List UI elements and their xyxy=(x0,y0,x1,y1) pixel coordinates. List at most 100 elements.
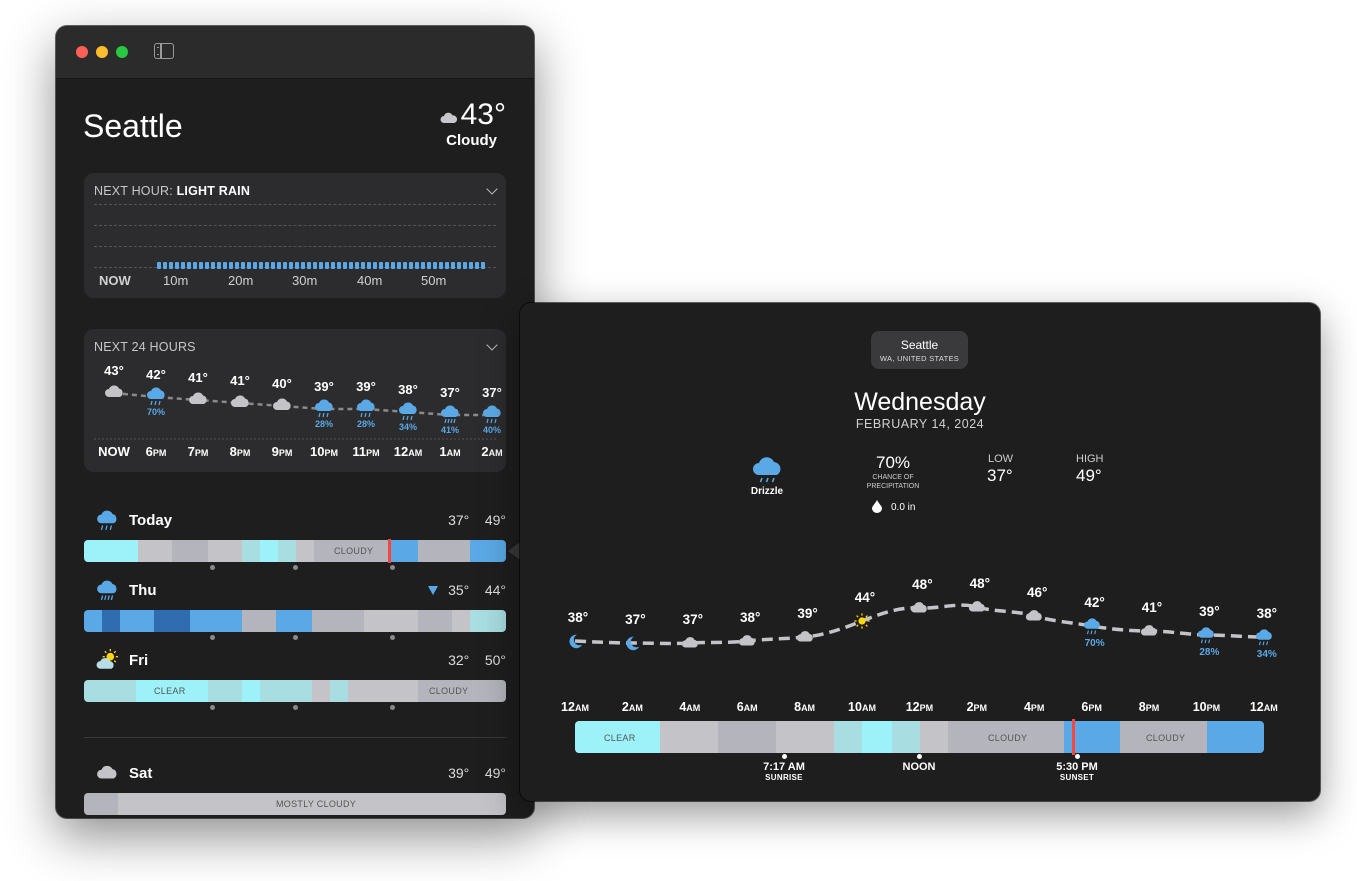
popover-hour-temp: 48° xyxy=(912,577,933,592)
day-condition-bar[interactable] xyxy=(84,610,506,632)
bar-segment xyxy=(84,540,138,562)
bar-segment xyxy=(470,540,506,562)
popover-hour-temp: 46° xyxy=(1026,585,1048,600)
rain-intensity-tick xyxy=(337,262,341,269)
bar-segment xyxy=(154,610,190,632)
time-ampm: PM xyxy=(919,703,934,713)
sun-event-dot xyxy=(390,705,395,710)
hour-temp: 38° xyxy=(398,382,418,397)
time-ampm: PM xyxy=(1030,703,1045,713)
sun-event-dot xyxy=(390,565,395,570)
rain-intensity-tick xyxy=(319,262,323,269)
cloud-icon xyxy=(189,392,207,404)
time-hour: 10 xyxy=(1192,700,1207,714)
day-low: 32° xyxy=(448,652,470,668)
popover-icon-wrap xyxy=(1255,628,1273,651)
rain-intensity-tick xyxy=(289,262,293,269)
bar-segment xyxy=(84,610,102,632)
time-hour: 12 xyxy=(561,700,575,714)
hour-label-now: NOW xyxy=(98,444,130,459)
popover-icon-wrap xyxy=(1140,622,1158,645)
sunset-label: 5:30 PM SUNSET xyxy=(1037,761,1117,782)
day-high: 49° xyxy=(484,512,506,528)
rain-intensity-tick xyxy=(463,262,467,269)
location-chip[interactable]: Seattle WA, UNITED STATES xyxy=(871,331,968,369)
day-condition-bar[interactable] xyxy=(84,793,506,815)
grid-line xyxy=(94,246,496,247)
hour-number: 12 xyxy=(393,444,409,459)
bar-segment xyxy=(348,680,418,702)
bar-segment xyxy=(120,610,154,632)
hour-icon-wrap xyxy=(482,404,502,429)
hour-precip: 34% xyxy=(398,422,417,432)
rain-intensity-tick xyxy=(247,262,251,269)
drizzle-icon xyxy=(753,457,781,483)
popover-icon-wrap xyxy=(1197,626,1215,649)
popover-hour-temp: 41° xyxy=(1141,600,1163,615)
bar-segment xyxy=(296,540,314,562)
day-condition-bar[interactable] xyxy=(84,540,506,562)
popover-time-label: 6AM xyxy=(722,700,772,714)
rain-cloud-icon xyxy=(399,402,417,421)
day-low: 35° xyxy=(448,582,470,598)
rain-intensity-tick xyxy=(409,262,413,269)
hour-ampm: AM xyxy=(408,448,423,458)
rain-intensity-tick xyxy=(475,262,479,269)
chevron-down-icon[interactable] xyxy=(486,183,498,195)
hour-precip: 40% xyxy=(482,425,501,435)
axis-20m: 20m xyxy=(228,273,254,288)
day-condition-bar[interactable] xyxy=(84,680,506,702)
rain-cloud-icon xyxy=(1083,618,1100,635)
rain-intensity-tick xyxy=(349,262,353,269)
rain-intensity-tick xyxy=(253,262,257,269)
zoom-button[interactable] xyxy=(116,46,128,58)
time-ampm: PM xyxy=(1206,703,1221,713)
close-button[interactable] xyxy=(76,46,88,58)
popover-time-label: 6PM xyxy=(1067,700,1117,714)
rain-intensity-tick xyxy=(205,262,209,269)
sidebar-toggle-icon[interactable] xyxy=(154,43,174,59)
sunrise-time: 7:17 AM xyxy=(763,761,805,773)
popover-hour-temp: 42° xyxy=(1084,595,1105,610)
next-24-hours-card[interactable]: NEXT 24 HOURS 43° NOW 42° 70% 6PM 41° 7PM 41° 8P… xyxy=(84,329,506,472)
popover-icon-wrap xyxy=(968,598,986,621)
high-label: HIGH xyxy=(1076,453,1104,465)
rain-intensity-tick xyxy=(313,262,317,269)
next-hour-card[interactable]: NEXT HOUR: LIGHT RAIN NOW 10m 20m 30m 40… xyxy=(84,173,506,298)
hour-icon-wrap xyxy=(398,401,418,426)
time-hour: 2 xyxy=(966,700,974,714)
hour-label: 6PM xyxy=(134,444,178,459)
rain-intensity-tick xyxy=(385,262,389,269)
cloud-icon xyxy=(1140,625,1157,636)
bar-label-cloudy-2: CLOUDY xyxy=(1146,733,1186,743)
low-label: LOW xyxy=(988,453,1014,465)
popover-time-label: 2PM xyxy=(952,700,1002,714)
popover-icon-wrap xyxy=(1083,617,1101,640)
minimize-button[interactable] xyxy=(96,46,108,58)
hour-ampm: PM xyxy=(152,448,167,458)
rain-intensity-tick xyxy=(163,262,167,269)
hour-icon-wrap xyxy=(146,386,166,411)
heavy-rain-cloud-icon xyxy=(97,580,117,601)
popover-icon-wrap xyxy=(796,628,814,651)
bar-segment xyxy=(138,540,172,562)
time-hour: 12 xyxy=(905,700,920,714)
day-temp-range: 32° 50° xyxy=(406,652,506,668)
bar-segment xyxy=(390,540,418,562)
precip-chance-label: CHANCE OF PRECIPITATION xyxy=(853,473,933,491)
bar-segment xyxy=(84,793,118,815)
moon-icon xyxy=(626,636,640,651)
time-ampm: AM xyxy=(861,703,876,713)
moon-icon xyxy=(569,634,583,649)
cloud-icon xyxy=(440,112,458,123)
popover-time-label: 2AM xyxy=(607,700,657,714)
hour-ampm: PM xyxy=(236,448,251,458)
date: FEBRUARY 14, 2024 xyxy=(855,417,985,431)
time-ampm: AM xyxy=(574,703,589,713)
bar-label: CLOUDY xyxy=(429,686,469,696)
rain-intensity-tick xyxy=(427,262,431,269)
day-low: 37° xyxy=(448,512,470,528)
popover-time-label: 4AM xyxy=(665,700,715,714)
rain-intensity-tick xyxy=(433,262,437,269)
hour-label: 11PM xyxy=(344,444,388,459)
